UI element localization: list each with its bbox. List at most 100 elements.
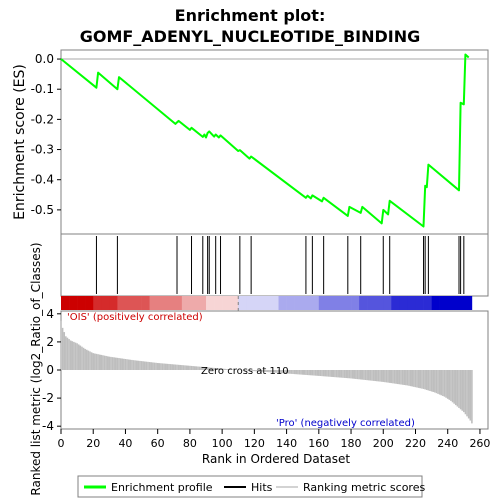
color-bar-segment — [399, 296, 408, 310]
x-axis-label: Rank in Ordered Dataset — [202, 452, 350, 466]
color-bar-segment — [238, 296, 247, 310]
es-y-axis-label: Enrichment score (ES) — [12, 64, 28, 220]
ranking-y-axis: 4 2 0 -2 -4 — [42, 307, 61, 433]
color-bar-segment — [326, 296, 336, 310]
legend-box — [77, 475, 423, 498]
color-bar-segment — [230, 296, 239, 310]
x-tick-label: 20 — [86, 437, 100, 450]
color-bar-segment — [149, 296, 158, 310]
es-y-tick-label: -0.1 — [31, 82, 54, 96]
x-tick-label: 200 — [373, 437, 394, 450]
color-bar-segment — [367, 296, 376, 310]
ranking-metric-bars — [60, 320, 473, 424]
es-curve-group — [60, 53, 470, 228]
x-tick-label: 100 — [212, 437, 233, 450]
chart-title-line1: Enrichment plot: — [175, 6, 326, 25]
color-bar-segment — [342, 296, 352, 310]
color-bar-segment — [447, 296, 457, 310]
color-bar-segment — [423, 296, 432, 310]
color-bar-segment — [391, 296, 400, 310]
color-bar-segment — [101, 296, 110, 310]
color-bar-segment — [69, 296, 78, 310]
color-bar-segment — [197, 296, 207, 310]
legend-hits-label: Hits — [251, 481, 273, 494]
color-bar-segment — [375, 296, 384, 310]
legend-enrichment-profile-label: Enrichment profile — [111, 481, 213, 494]
es-y-axis: 0.0 -0.1 -0.2 -0.3 -0.4 -0.5 — [31, 52, 61, 217]
color-bar-segment — [189, 296, 199, 310]
x-tick-label: 220 — [405, 437, 426, 450]
ranking-y-tick-label: -2 — [42, 391, 54, 405]
legend: Enrichment profile Hits Ranking metric s… — [77, 475, 425, 498]
color-bar-segment — [415, 296, 424, 310]
x-tick-label: 140 — [276, 437, 297, 450]
color-bar-segment — [351, 296, 360, 310]
x-tick-label: 180 — [341, 437, 362, 450]
color-bar-segment — [334, 296, 344, 310]
ranking-y-tick-label: 4 — [46, 307, 54, 321]
x-tick-label: 240 — [437, 437, 458, 450]
negative-correlation-label: 'Pro' (negatively correlated) — [276, 418, 415, 429]
color-bar-segment — [141, 296, 150, 310]
x-tick-label: 60 — [151, 437, 165, 450]
ranking-y-axis-label: Ranked list metric (log2_Ratio_of_Classe… — [29, 242, 43, 495]
ranking-y-tick-label: -4 — [42, 419, 54, 433]
color-bar-segment — [246, 296, 255, 310]
x-tick-label: 160 — [308, 437, 329, 450]
zero-cross-label: Zero cross at 110 — [201, 366, 289, 377]
chart-title-line2: GOMF_ADENYL_NUCLEOTIDE_BINDING — [80, 27, 421, 46]
color-bar-segment — [173, 296, 183, 310]
color-bar-segment — [93, 296, 102, 310]
color-bar-segment — [302, 296, 312, 310]
color-bar-segment — [125, 296, 134, 310]
color-bar-segment — [133, 296, 142, 310]
es-y-tick-label: 0.0 — [35, 52, 54, 66]
hit-marks — [95, 236, 465, 294]
color-bar-segment — [431, 296, 440, 310]
ranking-y-tick-label: 0 — [46, 363, 54, 377]
color-bar-segment — [455, 296, 465, 310]
color-bar-segment — [222, 296, 231, 310]
color-bar-segment — [318, 296, 328, 310]
color-bar-segment — [407, 296, 416, 310]
es-y-tick-label: -0.2 — [31, 112, 54, 126]
color-bar-segment — [359, 296, 368, 310]
color-bar-segment — [294, 296, 303, 310]
color-bar-segment — [254, 296, 263, 310]
ranking-y-tick-label: 2 — [46, 335, 54, 349]
rank-color-bar — [61, 296, 473, 429]
color-bar-segment — [310, 296, 320, 310]
positive-correlation-label: 'OIS' (positively correlated) — [67, 312, 203, 323]
color-bar-segment — [383, 296, 392, 310]
color-bar-segment — [439, 296, 449, 310]
x-axis: 0 20 40 60 80 100 120 140 160 180 200 220 240 260 — [58, 429, 490, 450]
x-tick-label: 0 — [58, 437, 65, 450]
legend-ranking-metric-label: Ranking metric scores — [303, 481, 425, 494]
x-tick-label: 80 — [183, 437, 197, 450]
color-bar-segment — [61, 296, 70, 310]
x-tick-label: 40 — [118, 437, 132, 450]
es-y-tick-label: -0.4 — [31, 173, 54, 187]
hits-plot-area — [60, 233, 489, 297]
color-bar-segment — [85, 296, 94, 310]
color-bar-segment — [77, 296, 86, 310]
color-bar-segment — [157, 296, 167, 310]
color-bar-segment — [117, 296, 126, 310]
color-bar-segment — [181, 296, 191, 310]
color-bar-segment — [262, 296, 271, 310]
color-bar-segment — [278, 296, 287, 310]
x-tick-label: 260 — [469, 437, 490, 450]
color-bar-segment — [165, 296, 175, 310]
color-bar-segment — [463, 296, 473, 310]
es-curve-line — [60, 53, 470, 228]
color-bar-segment — [109, 296, 118, 310]
es-y-tick-label: -0.3 — [31, 143, 54, 157]
es-plot-area — [60, 49, 489, 235]
x-tick-label: 120 — [244, 437, 265, 450]
es-y-tick-label: -0.5 — [31, 203, 54, 217]
color-bar-segment — [270, 296, 279, 310]
color-bar-segment — [286, 296, 295, 310]
color-bar-segment — [206, 296, 215, 310]
